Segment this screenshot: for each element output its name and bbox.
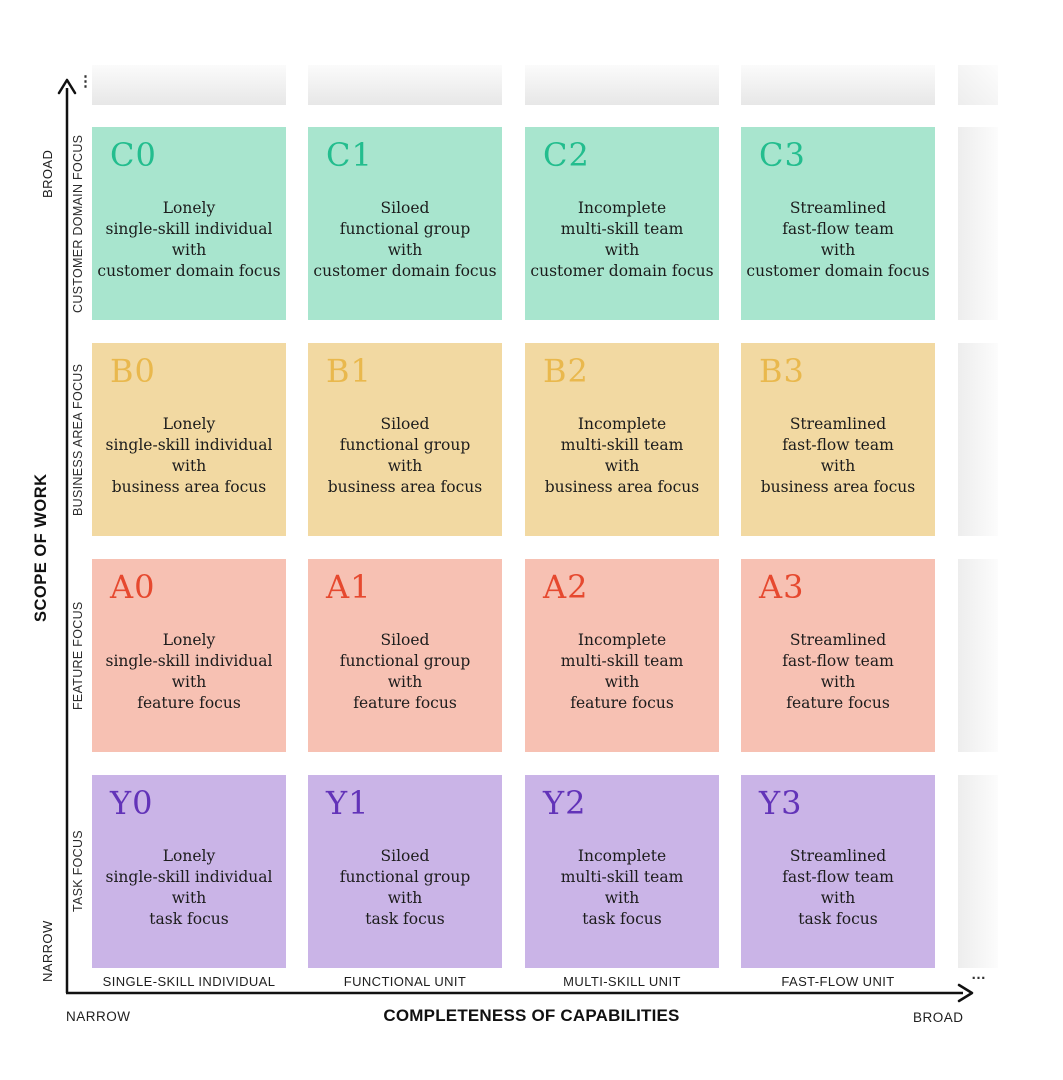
cell-description: Incomplete multi-skill team with business a… [544,414,700,496]
cell-description: Siloed functional group with customer domai… [313,198,497,280]
cell-code: B1 [326,352,372,390]
faded-cell-right [958,559,998,752]
matrix-cell-A3: A3 Streamlined fast-flow team with feature … [741,559,935,752]
cell-description: Siloed functional group with feature focus [339,630,471,712]
cell-code: C2 [543,136,590,174]
matrix-cell-B2: B2 Incomplete multi-skill team with busines… [525,343,719,536]
faded-cell-top [525,65,719,105]
matrix-cell-B3: B3 Streamlined fast-flow team with business… [741,343,935,536]
more-columns-ellipsis-icon: … [971,966,986,983]
faded-cell-top [308,65,502,105]
matrix-cell-Y1: Y1 Siloed functional group with task focus [308,775,502,968]
cell-description: Streamlined fast-flow team with business ar… [760,414,916,496]
cell-code: Y3 [759,784,803,822]
matrix-cell-Y3: Y3 Streamlined fast-flow team with task foc… [741,775,935,968]
matrix-cell-B1: B1 Siloed functional group with business ar… [308,343,502,536]
matrix-cell-C1: C1 Siloed functional group with customer do… [308,127,502,320]
cell-description: Incomplete multi-skill team with customer d… [530,198,714,280]
cell-description: Lonely single-skill individual with task fo… [105,846,273,928]
cell-description: Lonely single-skill individual with feature… [105,630,273,712]
matrix-cell-A2: A2 Incomplete multi-skill team with feature… [525,559,719,752]
cell-code: Y0 [110,784,154,822]
cell-description: Streamlined fast-flow team with task focus [782,846,894,928]
cell-description: Streamlined fast-flow team with customer do… [746,198,930,280]
matrix-cell-C0: C0 Lonely single-skill individual with cust… [92,127,286,320]
more-rows-ellipsis-icon: ⋮ [78,73,93,90]
row-label-task-focus: TASK FOCUS [71,830,85,913]
row-label-business-area-focus: BUSINESS AREA FOCUS [71,363,85,516]
cell-description: Lonely single-skill individual with custome… [97,198,281,280]
row-label-customer-domain-focus: CUSTOMER DOMAIN FOCUS [71,134,85,313]
matrix-cell-B0: B0 Lonely single-skill individual with busi… [92,343,286,536]
y-axis-broad-label: BROAD [40,149,55,199]
x-axis-arrowhead-icon [957,983,974,1003]
cell-code: A2 [543,568,589,606]
cell-description: Incomplete multi-skill team with feature fo… [560,630,684,712]
faded-cell-right [958,775,998,968]
faded-cell-top [741,65,935,105]
cell-code: Y1 [326,784,370,822]
x-axis-broad-label: BROAD [913,1010,964,1025]
faded-cell-right [958,127,998,320]
cell-code: B2 [543,352,589,390]
x-axis-narrow-label: NARROW [66,1009,131,1024]
cell-code: C1 [326,136,373,174]
cell-description: Lonely single-skill individual with busines… [105,414,273,496]
faded-cell-right [958,343,998,536]
cell-description: Siloed functional group with task focus [339,846,471,928]
column-label-functional-unit: FUNCTIONAL UNIT [343,974,467,989]
column-label-fast-flow-unit: FAST-FLOW UNIT [781,974,895,989]
faded-cell-top [92,65,286,105]
matrix-cell-Y0: Y0 Lonely single-skill individual with task… [92,775,286,968]
cell-code: C3 [759,136,806,174]
column-label-multi-skill-unit: MULTI-SKILL UNIT [563,974,681,989]
cell-code: A1 [326,568,372,606]
matrix-cell-C2: C2 Incomplete multi-skill team with custome… [525,127,719,320]
cell-description: Incomplete multi-skill team with task focus [560,846,684,928]
cell-code: B3 [759,352,805,390]
cell-code: A3 [759,568,805,606]
cell-code: C0 [110,136,157,174]
y-axis-title: SCOPE OF WORK [32,473,50,622]
cell-code: A0 [110,568,156,606]
cell-code: Y2 [543,784,587,822]
row-label-feature-focus: FEATURE FOCUS [71,601,85,710]
matrix-cell-C3: C3 Streamlined fast-flow team with customer… [741,127,935,320]
y-axis-arrowhead-icon [57,78,77,95]
cell-code: B0 [110,352,156,390]
cell-description: Streamlined fast-flow team with feature foc… [782,630,894,712]
column-label-single-skill-individual: SINGLE-SKILL INDIVIDUAL [102,974,276,989]
y-axis-narrow-label: NARROW [40,920,55,982]
matrix-cell-A0: A0 Lonely single-skill individual with feat… [92,559,286,752]
x-axis-title: COMPLETENESS OF CAPABILITIES [383,1006,680,1025]
faded-cell-corner [958,65,998,105]
matrix-cell-Y2: Y2 Incomplete multi-skill team with task fo… [525,775,719,968]
cell-description: Siloed functional group with business area … [327,414,483,496]
matrix-cell-A1: A1 Siloed functional group with feature foc… [308,559,502,752]
